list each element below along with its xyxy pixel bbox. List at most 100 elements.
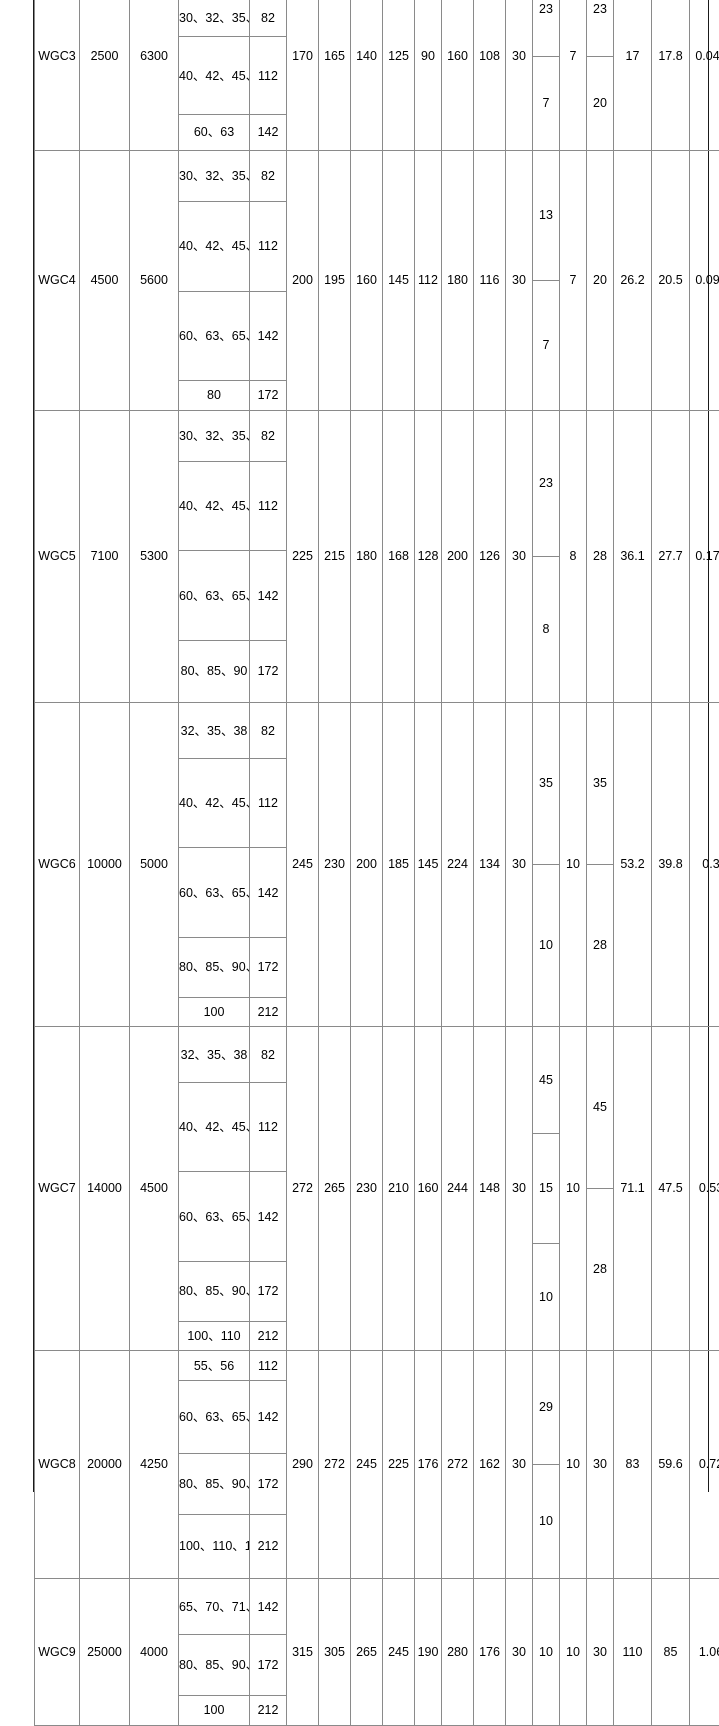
dimension-cell: 30 (506, 1579, 533, 1726)
dimension-cell: 90 (415, 0, 442, 151)
sub-value-cell: 30 (587, 1579, 613, 1725)
bore-length-cell: 112 (250, 462, 287, 551)
dimension-cell: 290 (287, 1351, 319, 1579)
bore-length-cell: 82 (250, 151, 287, 202)
sub-value-cell: 13 (533, 151, 559, 281)
bore-length-cell: 142 (250, 114, 287, 150)
bore-length-cell: 82 (250, 411, 287, 462)
bore-diameter-cell: 30、32、35、38 (179, 411, 250, 462)
bore-diameter-cell: 32、35、38 (179, 703, 250, 759)
sub-value-cell: 8 (533, 557, 559, 703)
sub-value-cell: 45 (533, 1027, 559, 1134)
dimension-cell: 180 (351, 411, 383, 703)
sub-value-stack: 30 (587, 1351, 613, 1578)
bore-length-cell: 212 (250, 1514, 287, 1578)
sub-value-cell: 10 (560, 1579, 586, 1725)
dimension-cell: 110 (614, 1579, 652, 1726)
sub-value-cell: 23 (533, 411, 559, 557)
dimension-cell: 30 (506, 1351, 533, 1579)
bore-diameter-cell: 80、85、90、95 (179, 937, 250, 997)
nominal-torque-cell: 10000 (80, 703, 130, 1027)
bore-length-cell: 142 (250, 291, 287, 380)
bore-diameter-cell: 80、85、90、95 (179, 1261, 250, 1321)
bore-length-cell: 172 (250, 380, 287, 410)
dimension-cell: 305 (319, 1579, 351, 1726)
dimension-cell: 26.2 (614, 151, 652, 411)
sub-value-stack: 20 (587, 151, 613, 410)
bore-diameter-cell: 80 (179, 380, 250, 410)
dimension-cell: 0.177 (690, 411, 719, 703)
max-speed-cell: 5600 (130, 151, 179, 411)
nominal-torque-cell: 14000 (80, 1027, 130, 1351)
bore-length-cell: 212 (250, 1321, 287, 1350)
stacked-dimension-cell: 10 (533, 1579, 560, 1726)
table-row: WGC57100530030、32、35、3882225215180168128… (35, 411, 719, 462)
model-cell: WGC7 (35, 1027, 80, 1351)
stacked-dimension-cell: 30 (587, 1351, 614, 1579)
bore-length-cell: 172 (250, 1261, 287, 1321)
dimension-cell: 126 (474, 411, 506, 703)
max-speed-cell: 4250 (130, 1351, 179, 1579)
bore-diameter-cell: 100 (179, 1695, 250, 1725)
spec-sheet: WGC32500630025、2862170165140125901601083… (0, 0, 719, 1492)
bore-length-cell: 212 (250, 1695, 287, 1725)
bore-diameter-cell: 40、42、45、48、50 、55、56 (179, 759, 250, 848)
sub-value-stack: 10 (560, 1579, 586, 1725)
bore-diameter-cell: 60、63、65、70、71 、75 (179, 1172, 250, 1261)
sub-value-cell: 28 (587, 411, 613, 702)
sub-value-cell: 15 (533, 1134, 559, 1244)
nominal-torque-cell: 2500 (80, 0, 130, 151)
dimension-cell: 30 (506, 411, 533, 703)
dimension-cell: 272 (287, 1027, 319, 1351)
dimension-cell: 170 (287, 0, 319, 151)
dimension-cell: 0.047 (690, 0, 719, 151)
dimension-cell: 185 (383, 703, 415, 1027)
bore-length-cell: 142 (250, 1579, 287, 1635)
sub-value-cell: 28 (587, 865, 613, 1027)
dimension-cell: 128 (415, 411, 442, 703)
dimension-cell: 165 (319, 0, 351, 151)
bore-length-cell: 142 (250, 1172, 287, 1261)
table-row: WGC925000400065、70、71、751423153052652451… (35, 1579, 719, 1635)
bore-diameter-cell: 30、32、35、38 (179, 151, 250, 202)
nominal-torque-cell: 7100 (80, 411, 130, 703)
dimension-cell: 71.1 (614, 1027, 652, 1351)
model-cell: WGC8 (35, 1351, 80, 1579)
dimension-cell: 125 (383, 0, 415, 151)
dimension-cell: 225 (383, 1351, 415, 1579)
dimension-cell: 112 (415, 151, 442, 411)
stacked-dimension-cell: 7 (560, 0, 587, 151)
bore-diameter-cell: 80、85、90、95 (179, 1454, 250, 1514)
sub-value-stack: 10 (560, 1351, 586, 1578)
sub-value-cell: 10 (533, 1243, 559, 1350)
model-cell: WGC4 (35, 151, 80, 411)
bore-diameter-cell: 40、42、45、48、50 、55、56 (179, 1083, 250, 1172)
sub-value-cell: 35 (533, 703, 559, 865)
bore-length-cell: 212 (250, 997, 287, 1026)
dimension-cell: 162 (474, 1351, 506, 1579)
dimension-cell: 272 (442, 1351, 474, 1579)
model-cell: WGC3 (35, 0, 80, 151)
sub-value-cell: 45 (587, 1027, 613, 1189)
bore-length-cell: 112 (250, 202, 287, 291)
sub-value-cell: 23 (533, 0, 559, 57)
stacked-dimension-cell: 20 (587, 151, 614, 411)
stacked-dimension-cell: 10 (560, 703, 587, 1027)
dimension-cell: 224 (442, 703, 474, 1027)
sub-value-cell: 7 (533, 57, 559, 151)
bore-diameter-cell: 32、35、38 (179, 1027, 250, 1083)
dimension-cell: 168 (383, 411, 415, 703)
dimension-cell: 85 (652, 1579, 690, 1726)
sub-value-cell: 10 (560, 1351, 586, 1578)
dimension-cell: 280 (442, 1579, 474, 1726)
bore-diameter-cell: 65、70、71、75 (179, 1579, 250, 1635)
dimension-cell: 145 (415, 703, 442, 1027)
